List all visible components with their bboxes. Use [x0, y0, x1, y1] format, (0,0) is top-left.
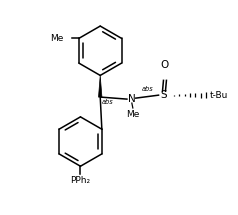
Polygon shape — [99, 75, 102, 97]
Text: PPh₂: PPh₂ — [70, 176, 90, 185]
Text: Me: Me — [50, 34, 63, 43]
Text: S: S — [160, 90, 167, 100]
Text: O: O — [160, 60, 169, 71]
Text: abs: abs — [102, 99, 114, 105]
Text: t-Bu: t-Bu — [210, 91, 228, 100]
Text: N: N — [128, 94, 136, 104]
Text: Me: Me — [126, 110, 139, 119]
Text: abs: abs — [142, 86, 154, 92]
